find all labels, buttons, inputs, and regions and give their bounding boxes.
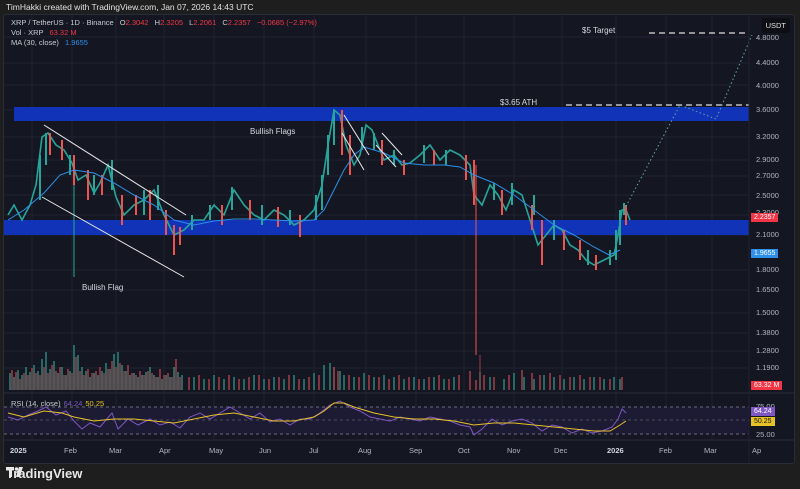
bearish-candles bbox=[49, 110, 627, 270]
ma-row: MA (30, close) 1.9655 bbox=[11, 38, 317, 48]
rsi-ma-value: 50.25 bbox=[85, 399, 105, 408]
svg-text:Aug: Aug bbox=[358, 446, 371, 455]
svg-text:1.8000: 1.8000 bbox=[756, 265, 779, 274]
last-price-tag: 2.2357 bbox=[751, 213, 779, 222]
symbol-label[interactable]: XRP / TetherUS · 1D · Binance bbox=[11, 18, 114, 27]
flag-lines bbox=[41, 114, 403, 278]
svg-text:Feb: Feb bbox=[64, 446, 77, 455]
close-label: C bbox=[222, 18, 228, 27]
svg-text:2.1000: 2.1000 bbox=[756, 230, 779, 239]
svg-text:1.3800: 1.3800 bbox=[756, 328, 779, 337]
svg-text:Dec: Dec bbox=[554, 446, 568, 455]
tradingview-logo[interactable]: TradingView bbox=[6, 466, 82, 481]
target-annotation[interactable]: $5 Target bbox=[582, 26, 616, 35]
bullish-flag-annotation[interactable]: Bullish Flag bbox=[82, 283, 124, 292]
volume-tag: 63.32 M bbox=[751, 381, 783, 390]
attribution-text: TimHakki created with TradingView.com, J… bbox=[6, 2, 254, 12]
svg-text:2026: 2026 bbox=[607, 446, 624, 455]
volume-row: Vol · XRP 63.32 M bbox=[11, 28, 317, 38]
svg-text:Mar: Mar bbox=[704, 446, 717, 455]
currency-button[interactable]: USDT bbox=[761, 18, 790, 33]
ma-label[interactable]: MA (30, close) bbox=[11, 38, 59, 47]
price-line bbox=[7, 108, 631, 266]
volume-label[interactable]: Vol · XRP bbox=[11, 28, 44, 37]
open-value: 2.3042 bbox=[125, 18, 149, 27]
tradingview-logo-icon bbox=[6, 467, 23, 477]
chart-canvas[interactable]: 4.8000 4.4000 4.0000 3.6000 3.2000 2.900… bbox=[4, 15, 794, 463]
svg-text:2.5000: 2.5000 bbox=[756, 191, 779, 200]
svg-text:4.0000: 4.0000 bbox=[756, 81, 779, 90]
rsi-line bbox=[7, 400, 627, 436]
svg-text:2.3000: 2.3000 bbox=[756, 208, 779, 217]
ath-annotation[interactable]: $3.65 ATH bbox=[500, 98, 538, 107]
svg-text:1.6500: 1.6500 bbox=[756, 285, 779, 294]
svg-text:4.4000: 4.4000 bbox=[756, 58, 779, 67]
svg-text:Ap: Ap bbox=[752, 446, 761, 455]
svg-text:Jun: Jun bbox=[259, 446, 271, 455]
chart-frame[interactable]: XRP / TetherUS · 1D · Binance O2.3042 H2… bbox=[3, 14, 795, 464]
rsi-label[interactable]: RSI (14, close) bbox=[11, 399, 61, 408]
brand-name: TradingView bbox=[6, 466, 83, 481]
svg-text:Feb: Feb bbox=[659, 446, 672, 455]
high-value: 2.3205 bbox=[160, 18, 184, 27]
ma-price-tag: 1.9655 bbox=[751, 249, 779, 258]
support-zone bbox=[4, 220, 749, 235]
projection-path bbox=[623, 34, 753, 211]
svg-text:Nov: Nov bbox=[507, 446, 521, 455]
svg-text:Sep: Sep bbox=[409, 446, 422, 455]
svg-text:Oct: Oct bbox=[458, 446, 471, 455]
change-value: −0.0685 (−2.97%) bbox=[256, 18, 317, 27]
svg-text:25.00: 25.00 bbox=[756, 430, 775, 439]
svg-text:Jul: Jul bbox=[309, 446, 319, 455]
high-label: H bbox=[154, 18, 161, 27]
svg-text:1.2800: 1.2800 bbox=[756, 346, 779, 355]
svg-text:2025: 2025 bbox=[10, 446, 27, 455]
chart-legend: XRP / TetherUS · 1D · Binance O2.3042 H2… bbox=[11, 18, 317, 48]
low-value: 2.2061 bbox=[193, 18, 217, 27]
low-label: L bbox=[189, 18, 194, 27]
svg-text:May: May bbox=[209, 446, 223, 455]
open-label: O bbox=[119, 18, 126, 27]
rsi-ma-line bbox=[7, 402, 627, 432]
rsi-ma-tag: 50.25 bbox=[751, 417, 775, 426]
rsi-legend: RSI (14, close) 64.24 50.25 bbox=[11, 399, 104, 408]
ma-value: 1.9655 bbox=[65, 38, 88, 47]
rsi-tag: 64.24 bbox=[751, 407, 775, 416]
volume-value: 63.32 M bbox=[49, 28, 77, 37]
resistance-zone bbox=[14, 107, 749, 121]
svg-text:3.2000: 3.2000 bbox=[756, 132, 779, 141]
svg-text:Mar: Mar bbox=[109, 446, 122, 455]
svg-text:Apr: Apr bbox=[159, 446, 171, 455]
ma-line bbox=[7, 146, 621, 256]
svg-text:2.9000: 2.9000 bbox=[756, 155, 779, 164]
close-value: 2.2357 bbox=[227, 18, 251, 27]
bullish-flags-annotation[interactable]: Bullish Flags bbox=[250, 127, 296, 136]
price-axis-ticks: 4.8000 4.4000 4.0000 3.6000 3.2000 2.900… bbox=[756, 33, 779, 439]
symbol-row: XRP / TetherUS · 1D · Binance O2.3042 H2… bbox=[11, 18, 317, 28]
svg-text:2.7000: 2.7000 bbox=[756, 171, 779, 180]
svg-text:75.00: 75.00 bbox=[756, 402, 775, 411]
volume-bars bbox=[9, 345, 623, 390]
svg-text:3.6000: 3.6000 bbox=[756, 105, 779, 114]
rsi-value: 64.24 bbox=[63, 399, 83, 408]
svg-text:1.1900: 1.1900 bbox=[756, 363, 779, 372]
svg-text:4.8000: 4.8000 bbox=[756, 33, 779, 42]
svg-text:1.5000: 1.5000 bbox=[756, 308, 779, 317]
time-axis-ticks: 2025 Feb Mar Apr May Jun Jul Aug Sep Oct… bbox=[10, 446, 761, 455]
